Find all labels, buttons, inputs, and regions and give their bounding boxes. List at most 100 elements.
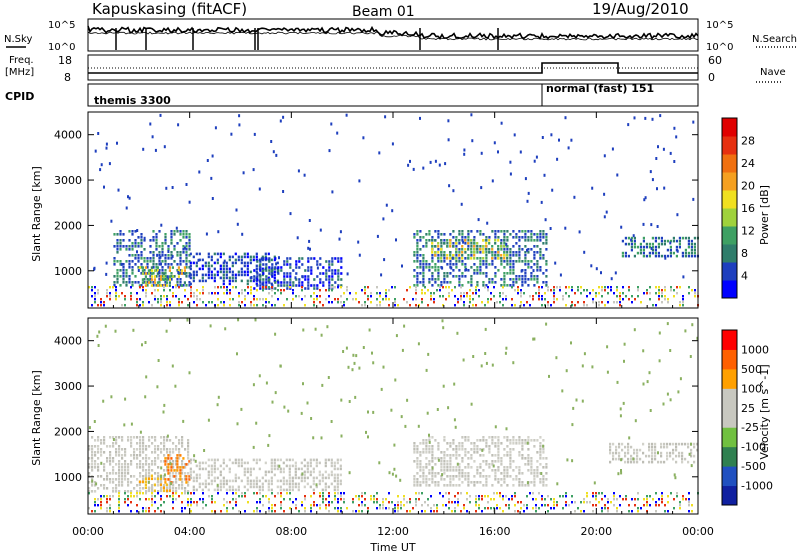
- data-cell: [337, 498, 339, 501]
- data-cell: [353, 361, 356, 365]
- data-cell: [566, 458, 569, 462]
- data-cell: [693, 242, 696, 246]
- data-cell: [660, 442, 663, 446]
- data-cell: [606, 370, 609, 374]
- data-cell: [679, 301, 681, 304]
- data-cell: [103, 466, 106, 469]
- data-cell: [442, 326, 445, 330]
- data-cell: [430, 298, 432, 301]
- data-cell: [265, 278, 268, 281]
- data-cell: [315, 476, 318, 480]
- range-tick-label: 3000: [54, 380, 82, 393]
- data-cell: [262, 504, 264, 507]
- data-cell: [413, 445, 416, 448]
- data-cell: [530, 460, 533, 463]
- data-cell: [190, 295, 192, 298]
- data-cell: [217, 492, 219, 495]
- data-cell: [210, 258, 213, 262]
- data-cell: [521, 448, 524, 451]
- data-cell: [166, 469, 169, 472]
- data-cell: [502, 498, 504, 501]
- data-cell: [285, 482, 288, 486]
- data-cell: [346, 507, 348, 510]
- data-cell: [467, 478, 470, 481]
- data-cell: [463, 152, 466, 156]
- data-cell: [160, 442, 163, 445]
- data-cell: [648, 445, 651, 449]
- data-cell: [183, 281, 186, 284]
- data-cell: [494, 454, 497, 457]
- data-cell: [280, 495, 282, 498]
- data-cell: [488, 436, 491, 439]
- data-cell: [494, 230, 497, 233]
- data-cell: [295, 504, 297, 507]
- data-cell: [443, 451, 446, 454]
- data-cell: [249, 482, 252, 486]
- data-cell: [580, 286, 582, 289]
- data-cell: [673, 507, 675, 510]
- data-cell: [465, 268, 468, 272]
- data-cell: [391, 209, 394, 213]
- data-cell: [379, 504, 381, 507]
- data-cell: [219, 255, 222, 259]
- data-cell: [187, 442, 190, 445]
- data-cell: [382, 501, 384, 504]
- data-cell: [428, 281, 431, 284]
- data-cell: [491, 281, 494, 284]
- data-cell: [146, 278, 149, 281]
- data-cell: [352, 501, 354, 504]
- data-cell: [336, 473, 339, 477]
- data-cell: [330, 464, 333, 468]
- data-cell: [624, 242, 627, 246]
- data-cell: [378, 151, 381, 155]
- data-cell: [172, 487, 175, 490]
- data-cell: [217, 304, 219, 307]
- data-cell: [148, 507, 150, 510]
- data-cell: [413, 236, 416, 239]
- data-cell: [231, 270, 234, 274]
- data-cell: [270, 461, 273, 465]
- data-cell: [255, 255, 258, 259]
- data-cell: [139, 492, 141, 495]
- data-cell: [475, 495, 477, 498]
- data-cell: [151, 442, 154, 445]
- data-cell: [551, 188, 554, 192]
- data-cell: [198, 461, 201, 465]
- data-cell: [328, 266, 331, 269]
- data-cell: [636, 251, 639, 255]
- data-cell: [261, 258, 264, 262]
- data-cell: [609, 460, 612, 464]
- data-cell: [340, 278, 343, 281]
- data-cell: [467, 257, 470, 260]
- data-cell: [252, 168, 255, 172]
- data-cell: [446, 448, 449, 451]
- data-cell: [419, 236, 422, 239]
- data-cell: [479, 472, 482, 475]
- data-cell: [642, 254, 645, 258]
- data-cell: [515, 254, 518, 257]
- data-cell: [598, 292, 600, 295]
- data-cell: [663, 445, 666, 449]
- data-cell: [553, 292, 555, 295]
- data-cell: [116, 141, 118, 145]
- data-cell: [682, 495, 684, 498]
- data-cell: [261, 282, 264, 286]
- data-cell: [100, 439, 103, 442]
- data-cell: [463, 148, 466, 152]
- data-cell: [497, 251, 500, 254]
- data-cell: [454, 495, 456, 498]
- data-cell: [106, 472, 109, 475]
- data-cell: [455, 242, 458, 245]
- data-cell: [518, 481, 521, 484]
- data-cell: [207, 261, 210, 265]
- data-cell: [267, 479, 270, 483]
- data-cell: [322, 272, 325, 275]
- data-cell: [88, 507, 90, 510]
- data-cell: [440, 248, 443, 251]
- data-cell: [222, 261, 225, 265]
- data-cell: [219, 464, 222, 468]
- data-cell: [542, 457, 545, 460]
- data-cell: [450, 266, 453, 270]
- data-cell: [482, 248, 485, 251]
- data-cell: [682, 304, 684, 307]
